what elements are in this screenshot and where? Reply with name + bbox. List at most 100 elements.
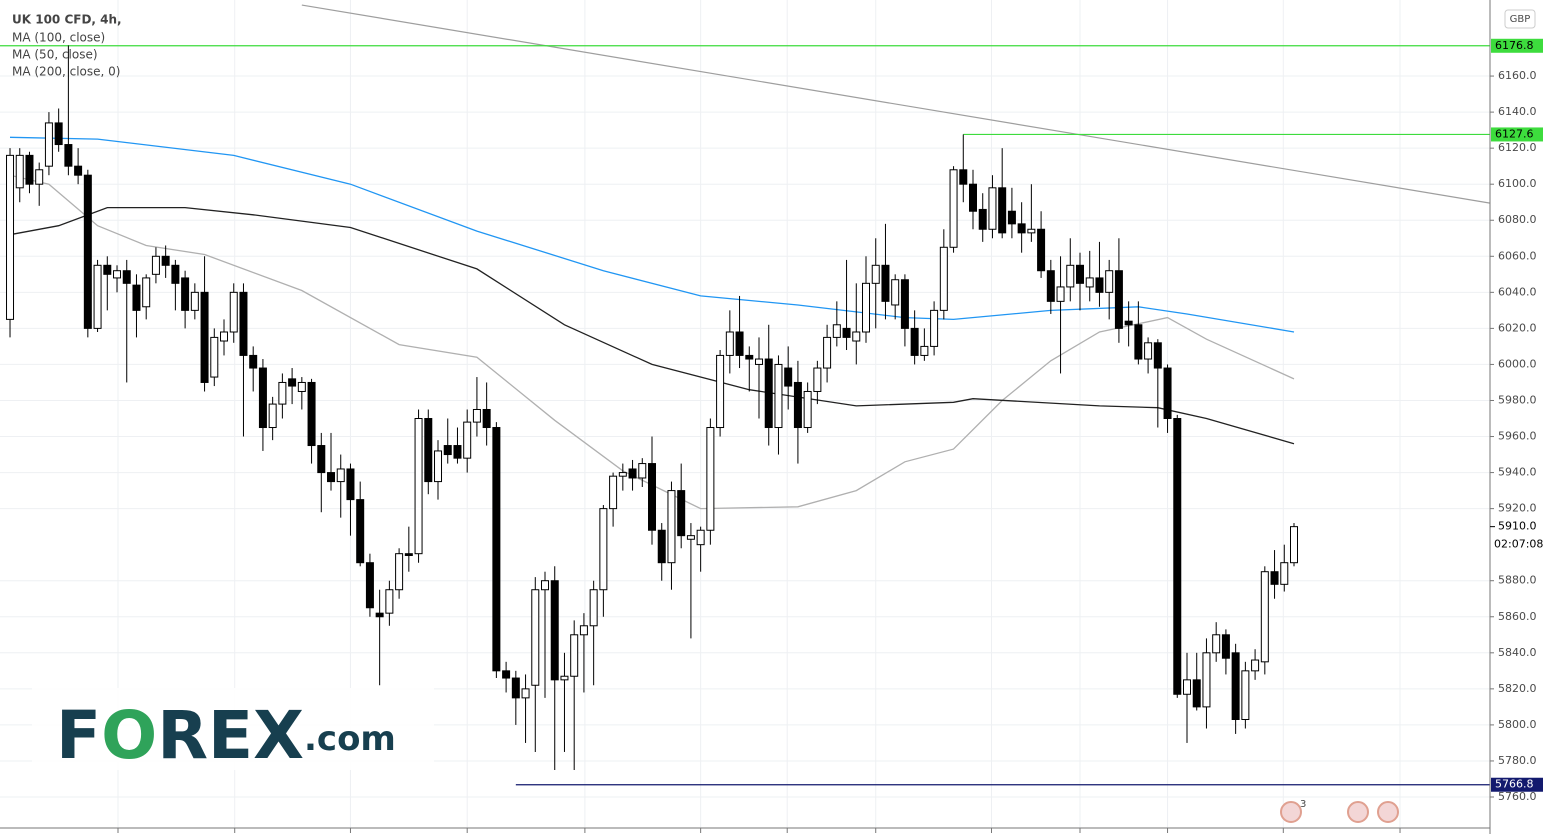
candle-body bbox=[755, 358, 764, 365]
candle-body bbox=[25, 154, 34, 185]
candle-body bbox=[83, 174, 92, 329]
candle-body bbox=[599, 508, 608, 591]
countdown: 02:07:08 bbox=[1494, 538, 1543, 551]
candle-body bbox=[93, 264, 102, 329]
candle-body bbox=[1105, 270, 1114, 293]
candle-body bbox=[375, 612, 384, 618]
candle-body bbox=[1114, 270, 1123, 329]
moving-average bbox=[9, 136, 1295, 333]
candle-body bbox=[1007, 210, 1016, 225]
candle-body bbox=[443, 445, 452, 456]
event-icon[interactable] bbox=[1377, 801, 1399, 823]
y-tick-label: 6120.0 bbox=[1498, 141, 1537, 154]
candle-body bbox=[969, 183, 978, 212]
candle-body bbox=[1027, 228, 1036, 234]
candle-body bbox=[1085, 277, 1094, 288]
y-tick-label: 5760.0 bbox=[1498, 790, 1537, 803]
candle-body bbox=[453, 445, 462, 459]
candle-body bbox=[268, 403, 277, 429]
candle-body bbox=[1231, 652, 1240, 720]
y-tick-label: 5780.0 bbox=[1498, 754, 1537, 767]
event-icon[interactable] bbox=[1347, 801, 1369, 823]
candle-body bbox=[64, 144, 73, 167]
candle-body bbox=[657, 529, 666, 564]
candle-body bbox=[122, 270, 131, 284]
candle-body bbox=[385, 589, 394, 614]
candle-body bbox=[1241, 670, 1250, 720]
price-label: 6127.6 bbox=[1495, 127, 1534, 140]
currency-box[interactable] bbox=[1504, 9, 1536, 29]
candle-body bbox=[667, 490, 676, 564]
candle-body bbox=[784, 367, 793, 387]
candle-body bbox=[609, 475, 618, 510]
candle-body bbox=[404, 553, 413, 556]
candle-body bbox=[161, 255, 170, 266]
candle-body bbox=[871, 264, 880, 284]
y-tick-label: 5820.0 bbox=[1498, 682, 1537, 695]
candle-body bbox=[1289, 526, 1298, 564]
y-tick-label: 6100.0 bbox=[1498, 177, 1537, 190]
price-label-bg bbox=[1491, 777, 1543, 792]
currency-label: GBP bbox=[1510, 14, 1531, 25]
candle-body bbox=[978, 208, 987, 230]
y-tick-label: 5960.0 bbox=[1498, 430, 1537, 443]
candle-body bbox=[638, 463, 647, 479]
candle-body bbox=[774, 363, 783, 429]
candle-body bbox=[113, 270, 122, 279]
candle-body bbox=[541, 580, 550, 591]
event-count: 3 bbox=[1300, 799, 1306, 810]
candle-body bbox=[716, 354, 725, 429]
candle-body bbox=[1183, 679, 1192, 695]
candle-body bbox=[1095, 277, 1104, 293]
candle-body bbox=[511, 677, 520, 699]
candle-body bbox=[1202, 652, 1211, 708]
candle-body bbox=[628, 468, 637, 479]
candle-body bbox=[200, 291, 209, 383]
price-label-bg bbox=[1491, 127, 1543, 142]
candle-body bbox=[54, 122, 63, 146]
y-tick-label: 6140.0 bbox=[1498, 105, 1537, 118]
legend-entry: MA (50, close) bbox=[12, 48, 98, 62]
y-tick-label: 6000.0 bbox=[1498, 357, 1537, 370]
candle-body bbox=[803, 390, 812, 429]
candle-body bbox=[220, 331, 229, 342]
event-icon[interactable] bbox=[1280, 801, 1302, 823]
candle-body bbox=[365, 562, 374, 609]
candle-body bbox=[696, 529, 705, 546]
candle-body bbox=[346, 468, 355, 501]
candle-body bbox=[1173, 418, 1182, 695]
candle-body bbox=[862, 282, 871, 333]
y-tick-label: 5880.0 bbox=[1498, 574, 1537, 587]
candle-body bbox=[1153, 342, 1162, 369]
candle-body bbox=[745, 354, 754, 360]
candle-body bbox=[793, 381, 802, 429]
candle-body bbox=[1163, 367, 1172, 420]
candle-body bbox=[706, 427, 715, 531]
candle-body bbox=[521, 688, 530, 699]
candle-body bbox=[852, 331, 861, 342]
candle-body bbox=[920, 345, 929, 356]
candle-body bbox=[735, 331, 744, 356]
candle-body bbox=[900, 279, 909, 329]
candle-body bbox=[288, 378, 297, 387]
candle-body bbox=[15, 154, 24, 189]
candle-body bbox=[249, 354, 258, 369]
candle-body bbox=[1260, 571, 1269, 663]
candle-body bbox=[492, 427, 501, 672]
candle-body bbox=[35, 169, 44, 185]
candle-body bbox=[1037, 228, 1046, 272]
moving-average bbox=[9, 206, 1295, 445]
candle-body bbox=[327, 472, 336, 483]
candle-body bbox=[939, 246, 948, 311]
logo-part: REX bbox=[157, 697, 304, 774]
y-tick-label: 6080.0 bbox=[1498, 213, 1537, 226]
candle-body bbox=[832, 324, 841, 338]
chart-title: UK 100 CFD, 4h, bbox=[12, 13, 122, 27]
y-tick-label: 6060.0 bbox=[1498, 249, 1537, 262]
logo-background bbox=[32, 688, 434, 770]
candle-body bbox=[181, 277, 190, 311]
candle-body bbox=[1134, 324, 1143, 360]
candle-body bbox=[190, 291, 199, 311]
candle-body bbox=[6, 154, 15, 320]
